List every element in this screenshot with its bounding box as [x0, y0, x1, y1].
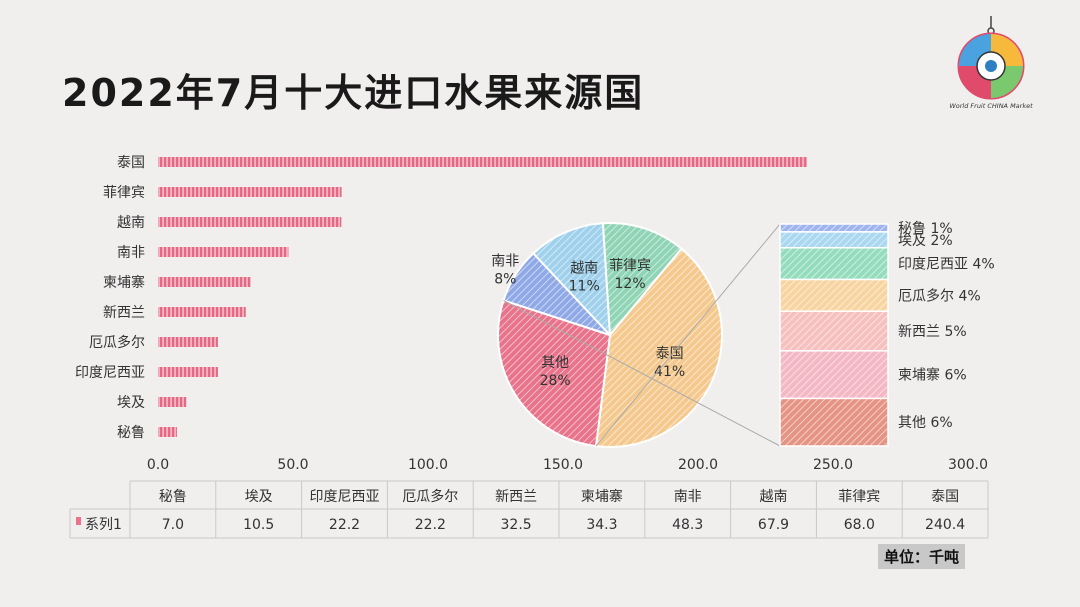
table-header-cell: 南非: [674, 489, 702, 505]
stack-segment-texture: [780, 311, 888, 351]
pie-slice-label: 其他: [541, 355, 569, 371]
stack-segment-label: 新西兰 5%: [898, 324, 967, 340]
table-header-cell: 新西兰: [495, 489, 537, 505]
table-value-cell: 68.0: [844, 517, 875, 533]
pie-slice-label: 南非: [491, 254, 519, 270]
bar-category-label: 埃及: [117, 395, 145, 411]
stack-segment-label: 印度尼西亚 4%: [898, 257, 995, 273]
pie-slice-texture: [595, 248, 723, 447]
bar-category-label: 厄瓜多尔: [89, 334, 145, 351]
table-value-cell: 240.4: [925, 517, 965, 533]
legend-swatch: [76, 517, 81, 525]
x-tick-label: 300.0: [948, 457, 988, 473]
table-header-cell: 柬埔寨: [581, 488, 623, 505]
x-tick-label: 250.0: [813, 457, 853, 473]
stack-segment-texture: [780, 279, 888, 312]
table-header-cell: 菲律宾: [838, 489, 880, 505]
bar-mark: [158, 427, 177, 437]
table-value-cell: 22.2: [329, 517, 360, 533]
bar-category-label: 南非: [117, 245, 145, 261]
stack-segment-label: 其他 6%: [898, 415, 953, 431]
table-header-cell: 厄瓜多尔: [402, 488, 458, 505]
table-value-cell: 10.5: [243, 517, 274, 533]
table-value-cell: 32.5: [501, 517, 532, 533]
pie-slice-label: 菲律宾: [609, 258, 651, 274]
x-tick-label: 200.0: [678, 457, 718, 473]
bar-mark: [158, 367, 218, 377]
connector-line: [595, 223, 781, 447]
stack-segment-texture: [780, 224, 888, 232]
bar-category-label: 新西兰: [103, 305, 145, 321]
pie-slice-percent: 11%: [569, 278, 600, 294]
stack-segment-texture: [780, 398, 888, 446]
x-tick-label: 0.0: [147, 457, 169, 473]
stack-segment-label: 秘鲁 1%: [898, 221, 953, 237]
pie-slice-label: 泰国: [656, 346, 684, 362]
pie-slice-texture: [498, 300, 610, 447]
bar-category-label: 泰国: [117, 155, 145, 171]
stack-segment-label: 厄瓜多尔 4%: [898, 287, 981, 304]
x-tick-label: 150.0: [543, 457, 583, 473]
pie-slice-percent: 12%: [615, 276, 646, 292]
table-header-cell: 埃及: [245, 489, 273, 505]
connector-line: [503, 299, 781, 447]
x-tick-label: 50.0: [277, 457, 308, 473]
svg-text:World Fruit CHINA Market: World Fruit CHINA Market: [949, 102, 1033, 110]
pie-slice-percent: 28%: [540, 373, 571, 389]
table-row-label: 系列1: [85, 517, 122, 533]
table-value-cell: 67.9: [758, 517, 789, 533]
bar-mark: [158, 337, 218, 347]
table-header-cell: 泰国: [931, 489, 959, 505]
bar-mark: [158, 247, 289, 257]
table-header-cell: 越南: [760, 489, 788, 505]
stack-segment-texture: [780, 350, 888, 399]
stack-segment-texture: [780, 247, 888, 280]
bar-category-label: 秘鲁: [117, 425, 145, 441]
unit-label: 单位：千吨: [878, 544, 966, 569]
table-value-cell: 7.0: [162, 517, 184, 533]
pie-slice-percent: 8%: [494, 272, 516, 288]
table-header-cell: 秘鲁: [159, 489, 187, 505]
bar-mark: [158, 157, 808, 167]
table-value-cell: 22.2: [415, 517, 446, 533]
stack-segment-label: 埃及 2%: [898, 233, 953, 249]
bar-mark: [158, 217, 342, 227]
pie-slice-label: 越南: [570, 260, 598, 276]
bar-category-label: 印度尼西亚: [75, 365, 145, 381]
bar-mark: [158, 307, 246, 317]
bar-mark: [158, 187, 342, 197]
x-tick-label: 100.0: [408, 457, 448, 473]
pie-slice-texture: [533, 223, 610, 335]
pie-slice-percent: 41%: [654, 364, 685, 380]
bar-mark: [158, 397, 187, 407]
table-header-cell: 印度尼西亚: [310, 489, 380, 505]
table-value-cell: 34.3: [586, 517, 617, 533]
pie-slice-texture: [602, 223, 682, 335]
table-value-cell: 48.3: [672, 517, 703, 533]
bar-category-label: 柬埔寨: [103, 274, 145, 291]
bar-category-label: 越南: [117, 215, 145, 231]
pie-slice-texture: [503, 253, 610, 335]
bar-category-label: 菲律宾: [103, 185, 145, 201]
bar-mark: [158, 277, 251, 287]
stack-segment-label: 柬埔寨 6%: [898, 367, 967, 384]
brand-logo: World Fruit CHINA Market: [949, 16, 1033, 110]
page-title: 2022年7月十大进口水果来源国: [62, 71, 645, 115]
stack-segment-texture: [780, 231, 888, 248]
